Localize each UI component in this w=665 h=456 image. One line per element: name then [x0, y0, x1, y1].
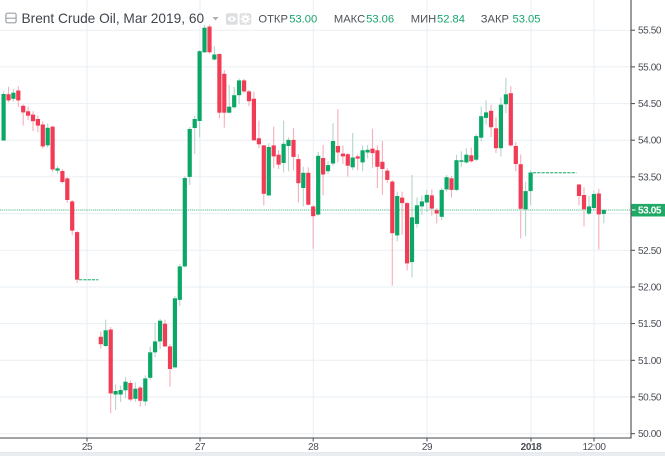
svg-text:54.50: 54.50	[638, 99, 662, 110]
svg-text:55.00: 55.00	[638, 62, 662, 73]
svg-text:ЗАКР: ЗАКР	[481, 13, 509, 25]
svg-text:53.06: 53.06	[366, 13, 394, 25]
svg-text:54.00: 54.00	[638, 136, 662, 147]
svg-text:27: 27	[195, 442, 206, 453]
svg-text:53.05: 53.05	[513, 13, 541, 25]
svg-text:53.00: 53.00	[289, 13, 317, 25]
svg-text:28: 28	[308, 442, 319, 453]
svg-text:МАКС: МАКС	[334, 13, 365, 25]
svg-text:52.00: 52.00	[638, 283, 662, 294]
svg-text:2018: 2018	[521, 442, 542, 453]
svg-text:50.00: 50.00	[638, 429, 662, 440]
svg-text:52.50: 52.50	[638, 246, 662, 257]
svg-text:Brent Crude Oil, Mar 2019, 60: Brent Crude Oil, Mar 2019, 60	[22, 11, 205, 26]
svg-text:ОТКР: ОТКР	[258, 13, 288, 25]
svg-text:12:00: 12:00	[582, 442, 606, 453]
svg-text:25: 25	[82, 442, 93, 453]
svg-text:51.50: 51.50	[638, 319, 662, 330]
svg-text:29: 29	[422, 442, 433, 453]
svg-text:51.00: 51.00	[638, 356, 662, 367]
svg-text:53.05: 53.05	[638, 205, 662, 216]
svg-text:53.50: 53.50	[638, 172, 662, 183]
svg-text:МИН: МИН	[411, 13, 436, 25]
svg-text:50.50: 50.50	[638, 393, 662, 404]
svg-text:52.84: 52.84	[437, 13, 465, 25]
svg-text:55.50: 55.50	[638, 26, 662, 37]
